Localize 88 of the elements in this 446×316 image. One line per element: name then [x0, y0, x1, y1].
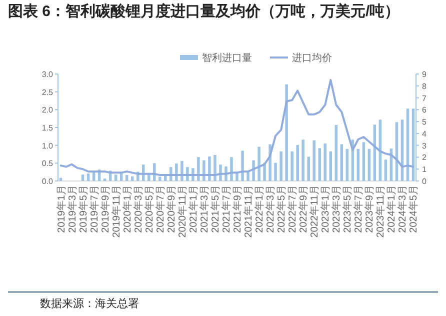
bar — [202, 160, 206, 181]
x-tick-label: 2021年5月 — [209, 185, 222, 233]
bar — [214, 154, 216, 181]
source-note: 数据来源：海关总署 — [40, 297, 139, 310]
x-tick-label: 2021年1月 — [187, 185, 200, 233]
bar — [356, 148, 360, 181]
y-tick-label: 1.5 — [42, 124, 54, 132]
bar — [81, 174, 84, 181]
x-tick-label: 2021年3月 — [198, 185, 210, 233]
x-tick-label: 2023年3月 — [330, 185, 343, 233]
x-tick-label: 2019年5月 — [77, 185, 90, 233]
x-tick-label: 2024年3月 — [396, 185, 409, 233]
y2-tick-label: 1 — [422, 165, 427, 174]
y-tick-label: 3.0 — [42, 70, 54, 79]
x-tick-label: 2021年11月 — [242, 185, 255, 238]
x-tick-label: 2021年7月 — [220, 185, 232, 233]
bar — [236, 174, 238, 181]
x-tick-label: 2019年1月 — [55, 185, 68, 233]
bar — [197, 157, 200, 181]
x-tick-label: 2020年1月 — [121, 185, 134, 233]
x-tick-label: 2022年9月 — [298, 185, 310, 233]
bar — [230, 157, 233, 181]
bar — [312, 140, 316, 181]
bar — [307, 156, 310, 181]
bar — [384, 160, 388, 181]
x-tick-label: 2024年1月 — [386, 185, 398, 233]
bar — [180, 161, 184, 181]
bar — [290, 151, 294, 181]
y2-tick-label: 3 — [422, 141, 427, 150]
bar — [329, 151, 332, 181]
x-tick-label: 2019年3月 — [66, 185, 78, 233]
bar — [246, 171, 250, 181]
bar — [280, 151, 282, 181]
y2-tick-label: 7 — [422, 94, 427, 103]
bar — [296, 144, 299, 181]
bar — [208, 156, 211, 181]
bar — [318, 148, 321, 181]
y2-tick-label: 6 — [422, 106, 427, 115]
y2-tick-label: 9 — [422, 70, 427, 79]
bar — [158, 176, 162, 181]
bar — [346, 148, 349, 181]
bar — [324, 144, 326, 181]
x-tick-label: 2023年9月 — [364, 185, 376, 233]
x-tick-label: 2024年5月 — [408, 185, 420, 233]
bar — [362, 142, 366, 181]
x-tick-label: 2022年7月 — [286, 185, 299, 233]
y-tick-label: 0.5 — [42, 159, 54, 168]
bar — [368, 148, 371, 181]
bar — [274, 162, 277, 181]
x-tick-label: 2022年1月 — [254, 185, 266, 233]
bar — [285, 84, 288, 181]
bar — [258, 146, 260, 181]
y-tick-label: 1.0 — [42, 141, 54, 150]
x-tick-label: 2020年3月 — [132, 185, 144, 233]
bar — [114, 174, 118, 181]
y2-tick-label: 0 — [422, 177, 427, 186]
x-tick-label: 2022年11月 — [308, 185, 321, 238]
line-series — [60, 78, 414, 176]
bar — [340, 144, 344, 181]
x-tick-label: 2019年9月 — [99, 185, 112, 233]
y-tick-label: 0.0 — [42, 177, 54, 186]
x-tick-label: 2021年9月 — [232, 185, 244, 233]
bar — [241, 150, 244, 181]
bar — [334, 125, 338, 181]
y2-tick-label: 5 — [422, 118, 427, 127]
y-tick-label: 2.5 — [42, 88, 54, 97]
x-tick-label: 2023年5月 — [342, 185, 354, 233]
y2-tick-label: 2 — [422, 153, 427, 162]
legend-label: 智利进口量 — [202, 52, 252, 64]
x-tick-label: 2020年9月 — [165, 185, 178, 233]
x-tick-label: 2020年5月 — [143, 185, 156, 233]
x-tick-label: 2023年11月 — [374, 185, 387, 238]
y2-tick-label: 8 — [422, 82, 427, 91]
x-tick-label: 2022年5月 — [276, 185, 288, 233]
x-tick-label: 2023年7月 — [352, 185, 365, 233]
y2-tick-label: 4 — [422, 129, 427, 138]
y-tick-label: 2.0 — [42, 106, 54, 115]
bar — [302, 140, 304, 181]
x-tick-label: 2019年11月 — [110, 185, 122, 238]
x-tick-label: 2022年3月 — [264, 185, 277, 233]
legend-label: 进口均价 — [292, 52, 332, 64]
x-tick-label: 2019年7月 — [88, 185, 100, 233]
bar — [86, 174, 90, 181]
x-tick-label: 2020年7月 — [154, 185, 166, 233]
chart-title: 图表 6：智利碳酸锂月度进口量及均价（万吨，万美元/吨） — [8, 2, 400, 20]
x-tick-label: 2023年1月 — [320, 185, 332, 233]
x-tick-label: 2020年11月 — [176, 185, 188, 238]
bar — [125, 174, 128, 181]
